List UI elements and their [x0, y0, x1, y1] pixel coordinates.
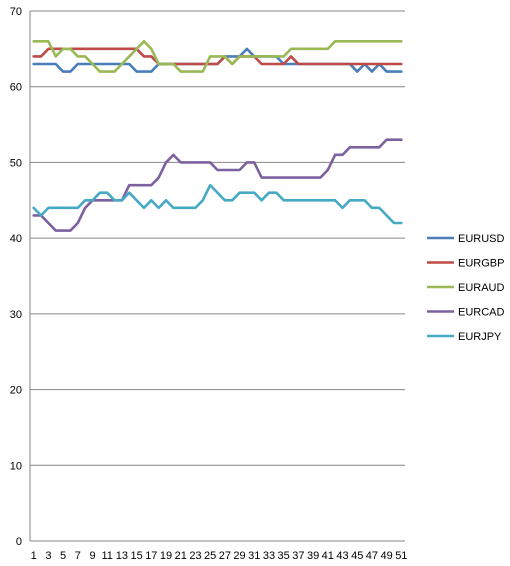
- x-tick-label: 43: [336, 550, 348, 562]
- x-tick-label: 1: [31, 550, 37, 562]
- x-tick-label: 11: [101, 550, 112, 562]
- series-lines: [32, 39, 403, 232]
- legend-label: EURCAD: [458, 307, 505, 319]
- x-tick-label: 39: [307, 550, 319, 562]
- x-tick-label: 5: [60, 550, 66, 562]
- x-tick-label: 51: [395, 550, 407, 562]
- y-tick-label: 70: [10, 6, 22, 18]
- y-tick-label: 10: [10, 460, 22, 472]
- x-tick-label: 23: [189, 550, 201, 562]
- x-tick-label: 25: [204, 550, 216, 562]
- y-tick-label: 40: [10, 233, 22, 245]
- y-tick-label: 0: [16, 536, 22, 548]
- y-tick-label: 50: [10, 157, 22, 169]
- y-tick-label: 60: [10, 82, 22, 94]
- x-tick-label: 21: [175, 550, 187, 562]
- x-tick-label: 9: [89, 550, 95, 562]
- legend-label: EURJPY: [458, 331, 502, 343]
- x-tick-label: 17: [145, 550, 157, 562]
- grid: [29, 10, 405, 542]
- x-tick-label: 3: [45, 550, 51, 562]
- x-tick-label: 13: [116, 550, 128, 562]
- x-tick-label: 33: [263, 550, 275, 562]
- x-tick-label: 19: [160, 550, 172, 562]
- series-line-eurgbp: [32, 47, 403, 66]
- x-tick-label: 31: [248, 550, 260, 562]
- x-tick-label: 7: [75, 550, 81, 562]
- y-axis-ticks: 0 10 20 30 40 50 60 70: [10, 6, 22, 548]
- x-tick-label: 27: [219, 550, 231, 562]
- legend-label: EURUSD: [458, 233, 505, 245]
- legend-label: EURAUD: [458, 282, 505, 294]
- series-line-eurcad: [32, 138, 403, 232]
- x-tick-label: 37: [292, 550, 304, 562]
- y-tick-label: 30: [10, 309, 22, 321]
- x-tick-label: 41: [322, 550, 334, 562]
- legend-label: EURGBP: [458, 258, 504, 270]
- x-tick-label: 35: [278, 550, 290, 562]
- x-tick-label: 49: [380, 550, 392, 562]
- y-tick-label: 20: [10, 385, 22, 397]
- x-tick-label: 15: [130, 550, 142, 562]
- series-line-euraud: [32, 39, 403, 73]
- x-axis-ticks: 1 3 5 7 9 11 13 15 17 19 21 23 25 27 29 31 33 35 37 39 41 43 4…: [31, 550, 408, 562]
- x-tick-label: 45: [351, 550, 363, 562]
- x-tick-label: 47: [366, 550, 378, 562]
- legend: EURUSD EURGBP EURAUD EURCAD EURJPY: [427, 233, 505, 343]
- x-tick-label: 29: [233, 550, 245, 562]
- series-line-eurjpy: [32, 183, 403, 225]
